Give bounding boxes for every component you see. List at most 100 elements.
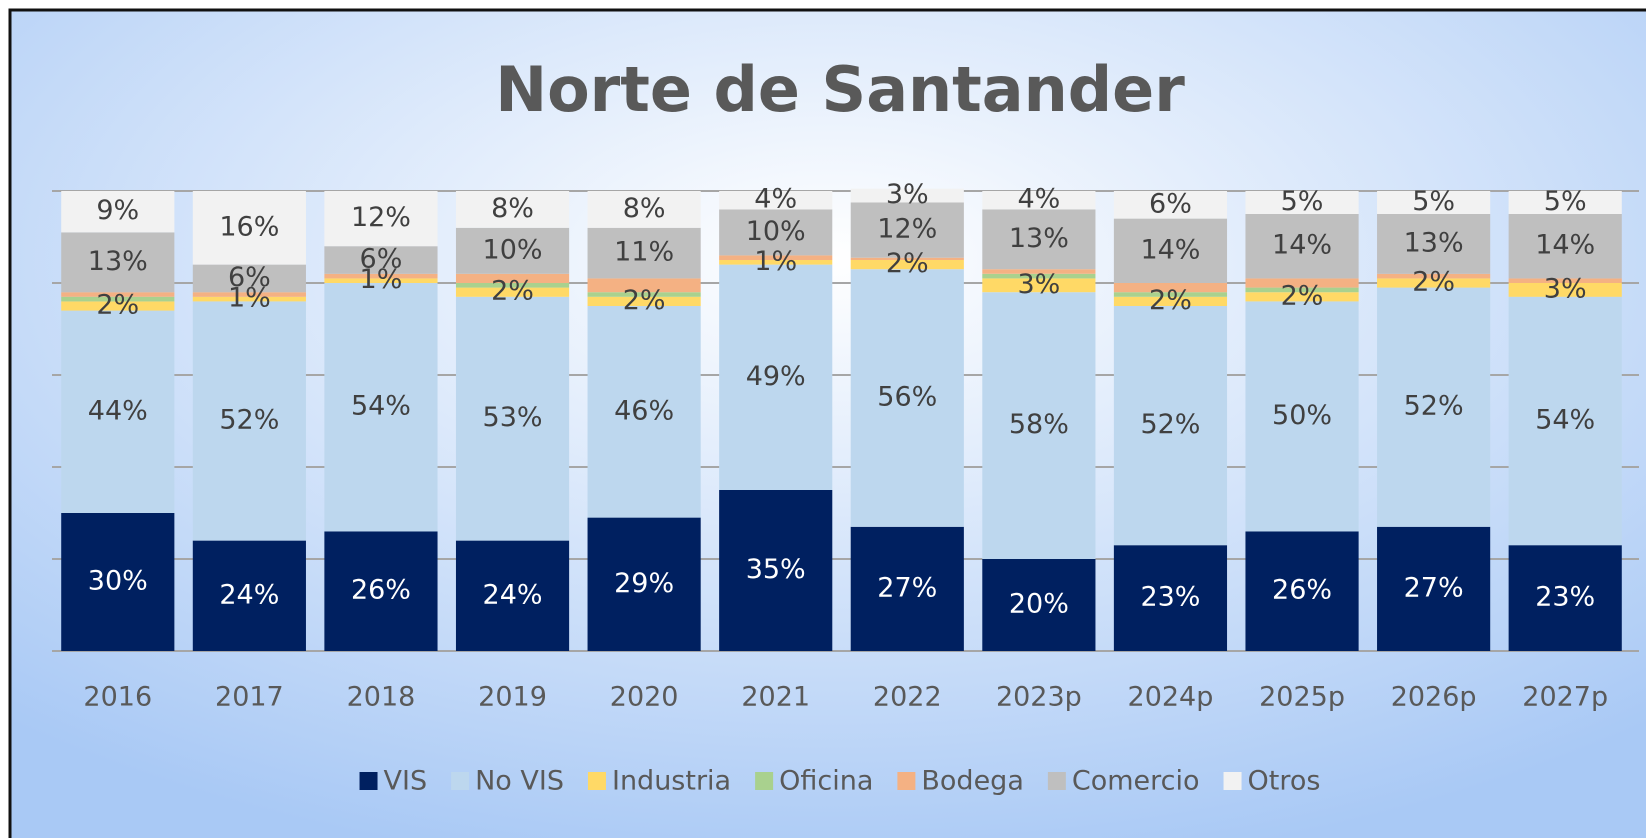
bar-segment <box>1377 214 1491 274</box>
bar-segment <box>850 269 964 527</box>
bar-segment <box>587 292 701 297</box>
bar-segment <box>982 292 1096 559</box>
bar-segment <box>719 490 833 651</box>
x-tick-label: 2024p <box>1128 682 1214 713</box>
data-label: 13% <box>88 246 148 277</box>
data-label: 5% <box>1544 186 1587 217</box>
bar-segment <box>61 301 175 311</box>
data-label: 14% <box>1272 230 1332 261</box>
bar-segment <box>61 232 175 293</box>
bar-segment <box>61 292 175 297</box>
bar-segment <box>1113 292 1228 297</box>
bar-segment <box>982 209 1096 270</box>
data-label: 58% <box>1009 409 1069 440</box>
data-label: 13% <box>1009 223 1069 254</box>
data-label: 23% <box>1535 582 1595 613</box>
data-label: 50% <box>1272 400 1332 431</box>
legend-label: Comercio <box>1072 766 1200 797</box>
bar-segment <box>61 296 175 302</box>
x-tick-label: 2025p <box>1259 682 1345 713</box>
data-label: 12% <box>877 214 937 245</box>
legend-swatch <box>451 772 470 790</box>
bar-segment <box>850 260 964 270</box>
x-tick-label: 2023p <box>996 682 1082 713</box>
legend-item: Industria <box>587 766 731 797</box>
data-label: 4% <box>754 184 797 215</box>
bar-segment <box>192 301 306 541</box>
data-label: 49% <box>746 361 806 392</box>
bar-segment <box>324 531 438 651</box>
data-label: 3% <box>1544 273 1587 304</box>
data-label: 26% <box>351 575 411 606</box>
data-label: 1% <box>228 283 271 314</box>
x-tick-label: 2027p <box>1522 682 1608 713</box>
bar-segment <box>1377 273 1491 279</box>
data-label: 1% <box>754 246 797 277</box>
bar-segment <box>1245 191 1359 214</box>
x-tick-label: 2021 <box>741 682 810 713</box>
bar-segment <box>1377 278 1491 288</box>
bar-segment <box>1508 283 1622 297</box>
data-label: 23% <box>1140 582 1200 613</box>
data-label: 3% <box>1017 269 1060 300</box>
data-label: 16% <box>219 211 279 242</box>
legend-swatch <box>897 772 916 790</box>
data-label: 24% <box>483 579 543 610</box>
bar-segment <box>719 191 833 210</box>
data-label: 2% <box>886 248 929 279</box>
bar-segment <box>1508 214 1622 279</box>
data-label: 14% <box>1140 234 1200 265</box>
x-tick-label: 2019 <box>478 682 547 713</box>
x-tick-label: 2017 <box>215 682 284 713</box>
data-label: 35% <box>746 554 806 585</box>
bar-segment <box>1113 283 1228 293</box>
data-label: 2% <box>1412 267 1455 298</box>
data-label: 5% <box>1412 186 1455 217</box>
data-label: 9% <box>96 195 139 226</box>
data-label: 5% <box>1281 186 1324 217</box>
bar-segment <box>982 191 1096 210</box>
data-label: 10% <box>746 216 806 247</box>
data-label: 2% <box>623 285 666 316</box>
bar-segment <box>1508 191 1622 214</box>
data-label: 52% <box>219 405 279 436</box>
bar-segment <box>1508 296 1622 546</box>
data-label: 30% <box>88 566 148 597</box>
bar-segment <box>719 209 833 256</box>
bar-segment <box>587 278 701 293</box>
bar-segment <box>1113 218 1228 283</box>
data-label: 6% <box>1149 188 1192 219</box>
data-label: 29% <box>614 568 674 599</box>
data-label: 2% <box>1281 280 1324 311</box>
bar-segment <box>850 257 964 260</box>
bar-segment <box>982 269 1096 274</box>
bar-segment <box>455 283 570 288</box>
legend-label: Bodega <box>921 766 1023 797</box>
data-label: 10% <box>483 234 543 265</box>
legend-item: No VIS <box>451 766 564 797</box>
data-label: 44% <box>88 395 148 426</box>
legend-swatch <box>1223 772 1242 790</box>
x-tick-label: 2018 <box>347 682 416 713</box>
bar-segment <box>61 191 175 233</box>
bar-segment <box>587 227 701 279</box>
bar-segment <box>324 246 438 274</box>
bar-segment <box>192 292 306 297</box>
bar-segment <box>587 296 701 306</box>
bar-segment <box>324 283 438 532</box>
legend-item: Comercio <box>1047 766 1200 797</box>
bar-segment <box>587 517 701 651</box>
bar-segment <box>1245 214 1359 279</box>
bar-segment <box>455 540 570 651</box>
bar-segment <box>324 278 438 283</box>
data-label: 6% <box>360 244 403 275</box>
legend-label: VIS <box>384 766 428 797</box>
bar-segment <box>455 227 570 274</box>
bar-segment <box>192 296 306 302</box>
x-tick-label: 2016 <box>83 682 152 713</box>
x-tick-label: 2026p <box>1391 682 1477 713</box>
data-label: 12% <box>351 202 411 233</box>
data-label: 52% <box>1404 391 1464 422</box>
data-label: 53% <box>483 402 543 433</box>
